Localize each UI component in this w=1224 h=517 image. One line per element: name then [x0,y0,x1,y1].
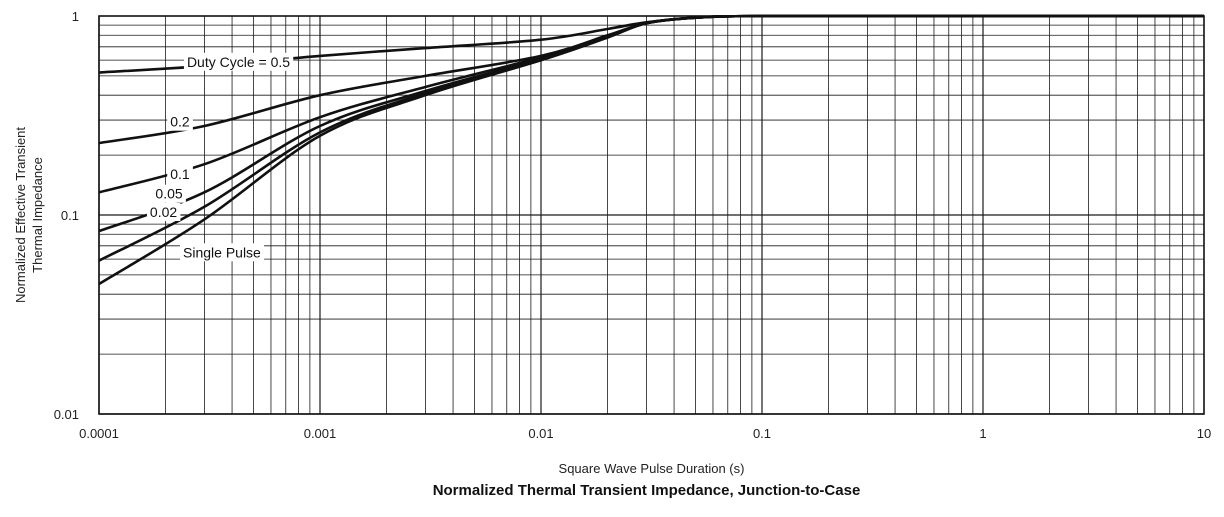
curve-label: 0.05 [152,184,186,203]
curve-label: 0.02 [146,202,181,221]
x-tick-label: 0.1 [753,426,771,441]
y-tick-label: 0.01 [54,407,79,422]
y-tick-label: 1 [72,9,79,24]
x-axis-label: Square Wave Pulse Duration (s) [559,461,745,476]
curve-label-text: 0.05 [155,186,182,202]
curve-label-background [180,243,265,262]
y-axis-label: Normalized Effective Transient Thermal I… [13,127,45,303]
curve-label-background [152,184,186,203]
y-axis-label-line-1: Normalized Effective Transient [13,127,28,303]
series-line [98,14,1204,286]
curve-label: Single Pulse [180,243,265,262]
plot-frame [98,15,1205,415]
curve-label-background [167,112,193,131]
grid [98,16,1204,415]
curve-label-background [167,165,193,184]
x-tick-label: 0.01 [528,426,553,441]
curve-label: 0.1 [167,165,193,184]
curve-label-text: Single Pulse [183,244,261,260]
curve-label-text: 0.1 [170,166,190,182]
x-tick-label: 0.0001 [79,426,119,441]
curve-label: 0.2 [167,112,193,131]
x-tick-label: 1 [979,426,986,441]
x-tick-label: 0.001 [304,426,337,441]
tick-labels: 0.0001 0.001 0.01 0.1 1 10 0.01 0.1 1 [54,9,1212,441]
curves [98,14,1204,286]
series-line [98,14,1204,233]
x-tick-label: 10 [1197,426,1211,441]
curve-label-text: 0.2 [170,114,190,130]
curve-label-text: Duty Cycle = 0.5 [187,54,290,70]
chart-title: Normalized Thermal Transient Impedance, … [433,482,861,499]
curve-label-background [146,202,181,221]
curve-label: Duty Cycle = 0.5 [183,52,294,71]
curve-label-background [183,52,294,71]
y-axis-label-line-2: Thermal Impedance [30,157,45,273]
curve-labels: Duty Cycle = 0.5 0.2 0.1 0.05 0.02 Single Pul… [146,52,294,262]
y-tick-label: 0.1 [61,208,79,223]
curve-label-text: 0.02 [150,204,177,220]
